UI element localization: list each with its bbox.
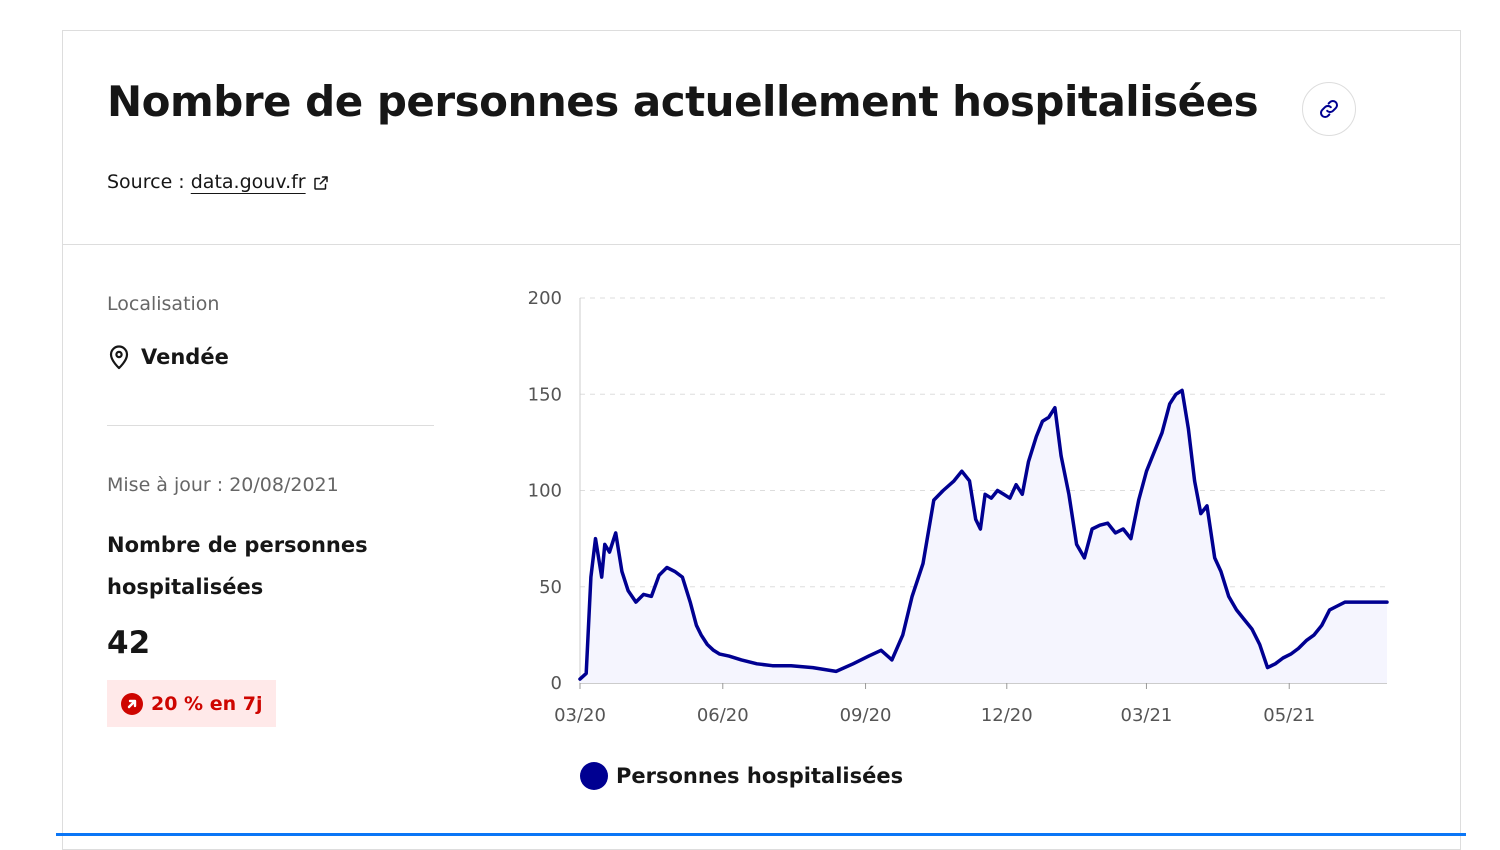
y-tick-label: 50 bbox=[539, 577, 562, 598]
x-tick-label: 09/20 bbox=[840, 705, 892, 726]
location-value: Vendée bbox=[107, 344, 229, 370]
hospitalizations-chart: 0 50 100 150 200 03/20 06/20 09/20 12/20 03/21 05/… bbox=[528, 288, 1389, 726]
series-area bbox=[580, 390, 1387, 683]
legend-label: Personnes hospitalisées bbox=[616, 764, 904, 788]
y-tick-label: 200 bbox=[528, 288, 562, 309]
update-date: Mise à jour : 20/08/2021 bbox=[107, 474, 339, 496]
chart-card: Nombre de personnes actuellement hospita… bbox=[62, 30, 1461, 850]
trend-badge: 20 % en 7j bbox=[107, 680, 277, 727]
map-pin-icon bbox=[109, 345, 129, 370]
y-tick-label: 100 bbox=[528, 481, 562, 502]
link-icon bbox=[1320, 100, 1338, 118]
y-tick-label: 0 bbox=[551, 673, 562, 694]
external-link-icon bbox=[313, 175, 328, 190]
trend-text: 20 % en 7j bbox=[151, 692, 263, 715]
page-title: Nombre de personnes actuellement hospita… bbox=[107, 77, 1259, 126]
x-tick-label: 03/20 bbox=[554, 705, 606, 726]
x-tick-label: 06/20 bbox=[697, 705, 749, 726]
grid-layer bbox=[580, 297, 1387, 588]
x-tick-label: 12/20 bbox=[981, 705, 1033, 726]
arrow-up-right-icon bbox=[121, 692, 143, 715]
location-name: Vendée bbox=[141, 345, 229, 369]
card-header: Nombre de personnes actuellement hospita… bbox=[63, 31, 1460, 245]
source-line: Source : data.gouv.fr bbox=[107, 171, 330, 193]
series-line bbox=[578, 388, 1389, 681]
copy-link-button[interactable] bbox=[1302, 82, 1356, 136]
metric-label: Nombre de personnes hospitalisées bbox=[107, 533, 368, 599]
metric-value: 42 bbox=[107, 625, 151, 661]
legend-marker bbox=[580, 762, 608, 790]
source-link-text: data.gouv.fr bbox=[190, 171, 306, 193]
series-layer bbox=[578, 388, 1389, 683]
x-tick-label: 05/21 bbox=[1263, 705, 1315, 726]
chart-legend: Personnes hospitalisées bbox=[580, 762, 903, 790]
panel-divider bbox=[107, 425, 434, 426]
x-tick-label: 03/21 bbox=[1121, 705, 1173, 726]
focus-outline bbox=[56, 833, 1466, 836]
y-tick-label: 150 bbox=[528, 384, 562, 405]
source-prefix: Source : bbox=[107, 171, 191, 193]
source-link[interactable]: data.gouv.fr bbox=[191, 171, 330, 193]
location-label: Localisation bbox=[107, 293, 220, 315]
